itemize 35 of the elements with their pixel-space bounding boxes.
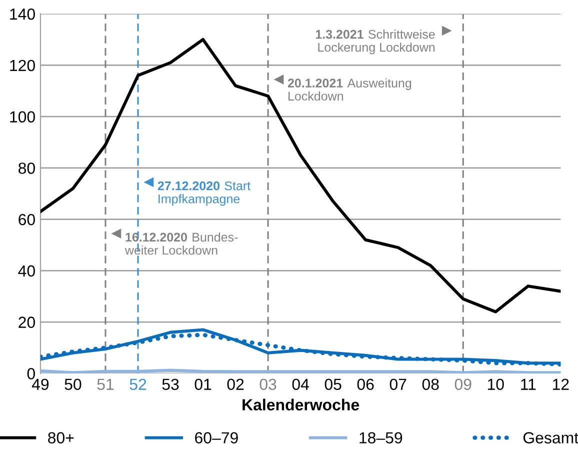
x-tick-label: 01 — [194, 378, 212, 390]
x-tick-label: 51 — [97, 378, 114, 390]
ref-line-label: 27.12.2020 Start Impfkampagne — [158, 181, 250, 206]
x-tick-label: 07 — [390, 378, 406, 390]
ref-line-label: 16.12.2020 Bundes- weiter Lockdown — [124, 232, 238, 255]
x-tick-label: 49 — [32, 378, 49, 390]
x-tick-label: 53 — [162, 378, 179, 390]
legend-label: 80+ — [48, 432, 74, 444]
x-tick-label: 52 — [130, 378, 146, 390]
legend-label: Gesamt — [523, 432, 578, 444]
x-tick-label: 04 — [292, 378, 309, 390]
y-tick-label: 0 — [27, 368, 35, 380]
y-tick-label: 100 — [10, 111, 35, 123]
x-tick-label: 50 — [64, 378, 82, 390]
x-tick-label: 05 — [324, 378, 342, 390]
y-tick-label: 20 — [18, 316, 35, 328]
x-tick-label: 06 — [357, 378, 374, 390]
x-axis-title: Kalenderwoche — [242, 398, 360, 410]
y-tick-label: 60 — [18, 214, 35, 226]
legend-label: 60–79 — [195, 432, 238, 444]
ref-line-label: 1.3.2021 Schrittweise Lockerung Lockdown — [316, 30, 435, 54]
legend-label: 18–59 — [360, 432, 402, 444]
y-tick-label: 140 — [10, 8, 35, 20]
x-tick-label: 10 — [488, 378, 504, 390]
x-tick-label: 03 — [260, 378, 276, 390]
x-tick-label: 11 — [521, 378, 536, 390]
x-tick-label: 09 — [454, 378, 472, 390]
y-tick-label: 120 — [10, 60, 35, 72]
line-series — [40, 38, 561, 314]
x-tick-label: 08 — [422, 378, 439, 390]
ref-line-label: 20.1.2021 Ausweitung Lockdown — [288, 78, 412, 101]
x-tick-label: 12 — [552, 378, 569, 390]
y-tick-label: 40 — [18, 265, 35, 277]
y-tick-label: 80 — [18, 162, 35, 174]
x-tick-label: 02 — [227, 378, 244, 390]
